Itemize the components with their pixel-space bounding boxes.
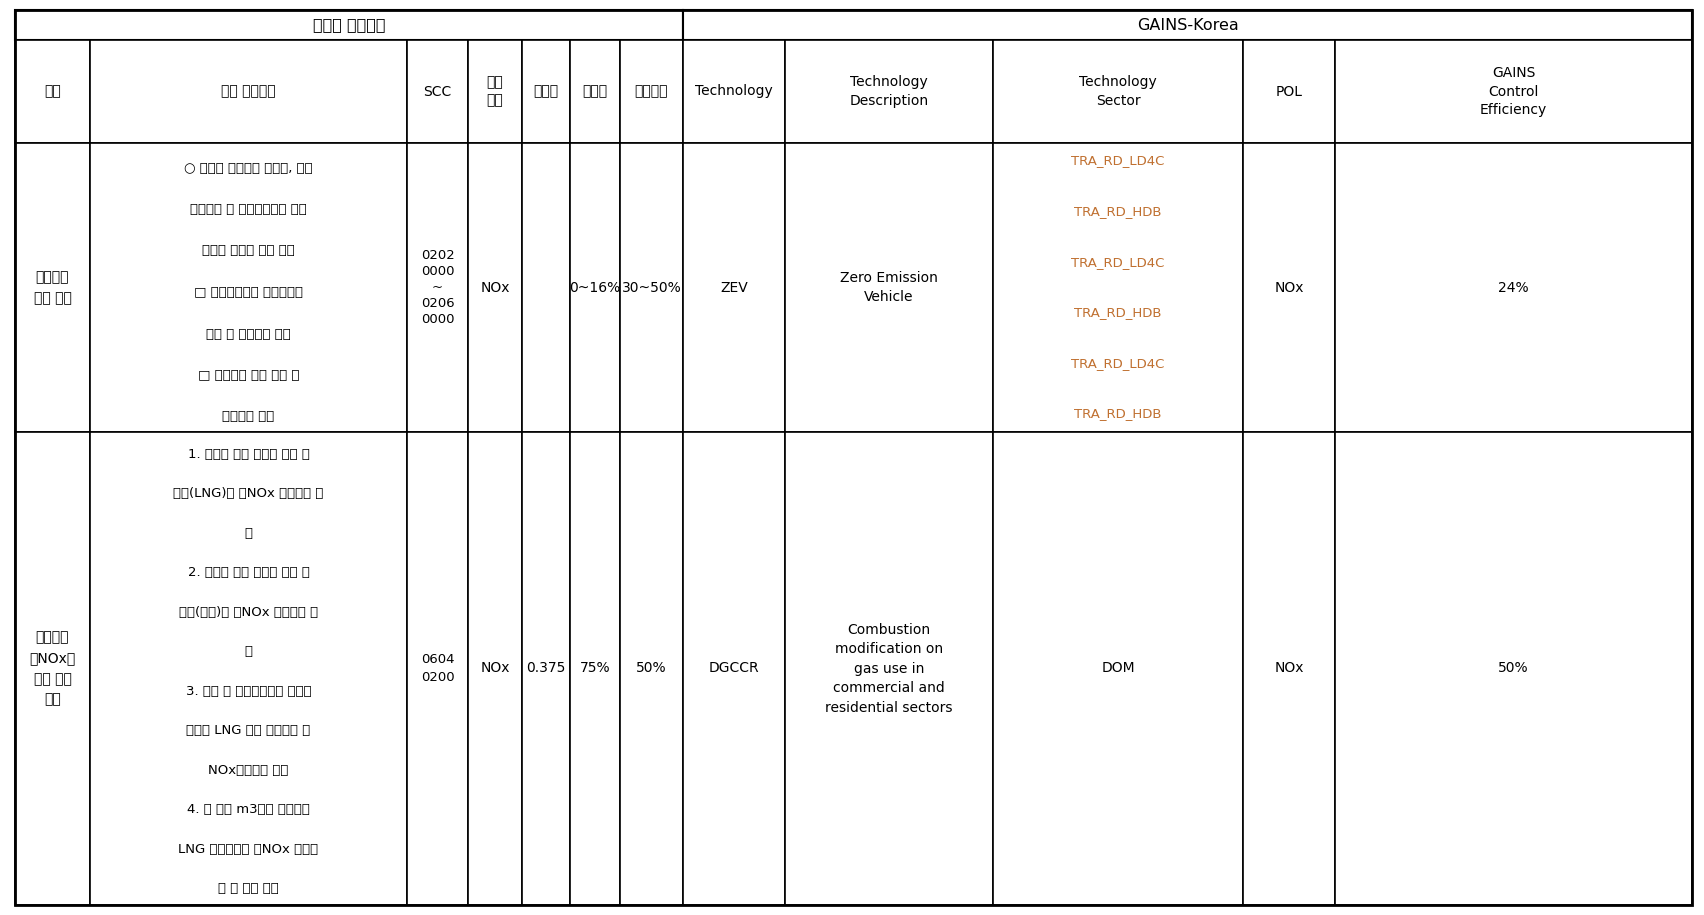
Bar	[683, 143, 786, 432]
Text: 50%: 50%	[1498, 662, 1528, 675]
Text: LNG 가스보일러 저NOx 보일러: LNG 가스보일러 저NOx 보일러	[179, 843, 319, 856]
Text: 4. 연 백만 m3이상 사용하는: 4. 연 백만 m3이상 사용하는	[187, 803, 310, 816]
Text: NOx보일러로 교체: NOx보일러로 교체	[208, 764, 288, 777]
Text: Zero Emission
Vehicle: Zero Emission Vehicle	[840, 271, 937, 305]
Bar	[521, 143, 571, 432]
Bar	[521, 40, 571, 143]
Text: 2. 수도권 지역 주택의 일반 보: 2. 수도권 지역 주택의 일반 보	[187, 566, 310, 579]
Text: 브리드차 등 대기오염물질 무배: 브리드차 등 대기오염물질 무배	[191, 203, 307, 216]
Bar	[993, 40, 1242, 143]
Bar	[407, 432, 469, 905]
Text: 50%: 50%	[636, 662, 666, 675]
Text: Combustion
modification on
gas use in
commercial and
residential sectors: Combustion modification on gas use in co…	[825, 622, 953, 715]
Bar	[1334, 143, 1692, 432]
Text: TRA_RD_LD4C: TRA_RD_LD4C	[1072, 357, 1166, 370]
Text: 인센티브 확대: 인센티브 확대	[223, 411, 274, 424]
Text: TRA_RD_LD4C: TRA_RD_LD4C	[1072, 255, 1166, 269]
Text: 0.375: 0.375	[527, 662, 566, 675]
Text: 화 및 관리 강화: 화 및 관리 강화	[218, 882, 279, 896]
Text: 수도권 저감정책: 수도권 저감정책	[314, 17, 385, 33]
Bar	[15, 143, 90, 432]
Bar	[15, 432, 90, 905]
Text: GAINS-Korea: GAINS-Korea	[1137, 17, 1239, 33]
Text: TRA_RD_HDB: TRA_RD_HDB	[1074, 307, 1162, 319]
Text: NOx: NOx	[481, 662, 509, 675]
Bar	[683, 10, 1692, 40]
Text: 24%: 24%	[1498, 281, 1528, 295]
Text: 방지효율: 방지효율	[636, 84, 668, 99]
Text: Technology
Sector: Technology Sector	[1079, 75, 1157, 108]
Text: DOM: DOM	[1101, 662, 1135, 675]
Bar	[993, 143, 1242, 432]
Text: □ 친환경차 보급 지원 및: □ 친환경차 보급 지원 및	[198, 369, 300, 382]
Bar	[571, 40, 620, 143]
Text: 일러(LNG)를 저NOx 보일러로 교: 일러(LNG)를 저NOx 보일러로 교	[174, 487, 324, 500]
Text: 1. 수도권 지역 주택의 일반 보: 1. 수도권 지역 주택의 일반 보	[187, 447, 310, 460]
Text: Technology
Description: Technology Description	[849, 75, 929, 108]
Text: 체: 체	[244, 527, 252, 540]
Text: 친환경자
동차 보급: 친환경자 동차 보급	[34, 270, 72, 305]
Text: POL: POL	[1276, 84, 1302, 99]
Bar	[683, 432, 786, 905]
Text: 일러(유류)를 저NOx 보일러로 교: 일러(유류)를 저NOx 보일러로 교	[179, 606, 319, 619]
Bar	[786, 432, 993, 905]
Bar	[1334, 40, 1692, 143]
Text: NOx: NOx	[1275, 281, 1304, 295]
Bar	[786, 40, 993, 143]
Bar	[993, 432, 1242, 905]
Text: 중소형 LNG 가스 보일러를 저: 중소형 LNG 가스 보일러를 저	[186, 725, 310, 737]
Bar	[1242, 143, 1334, 432]
Bar	[15, 40, 90, 143]
Text: 3. 상업 및 공공기관시설 부문의: 3. 상업 및 공공기관시설 부문의	[186, 684, 312, 698]
Text: NOx: NOx	[1275, 662, 1304, 675]
Text: SCC: SCC	[423, 84, 452, 99]
Bar	[620, 432, 683, 905]
Bar	[90, 40, 407, 143]
Bar	[1334, 432, 1692, 905]
Text: 상향 및 대상기관 확대: 상향 및 대상기관 확대	[206, 328, 291, 340]
Bar	[469, 40, 521, 143]
Bar	[469, 432, 521, 905]
Bar	[521, 432, 571, 905]
Text: DGCCR: DGCCR	[709, 662, 760, 675]
Text: NOx: NOx	[481, 281, 509, 295]
Text: 체: 체	[244, 645, 252, 658]
Bar	[786, 143, 993, 432]
Text: 오염
물질: 오염 물질	[487, 75, 503, 108]
Text: TRA_RD_HDB: TRA_RD_HDB	[1074, 205, 1162, 218]
Bar	[571, 143, 620, 432]
Bar	[1242, 432, 1334, 905]
Bar	[90, 432, 407, 905]
Text: Technology: Technology	[695, 84, 774, 99]
Bar	[90, 143, 407, 432]
Bar	[407, 143, 469, 432]
Text: 면오염원
저NOx보
일러 설치
확대: 면오염원 저NOx보 일러 설치 확대	[29, 630, 75, 706]
Text: 정책: 정책	[44, 84, 61, 99]
Text: GAINS
Control
Efficiency: GAINS Control Efficiency	[1479, 66, 1547, 117]
Bar	[1242, 40, 1334, 143]
Text: 정책 요약정보: 정책 요약정보	[222, 84, 276, 99]
Text: 0~16%: 0~16%	[569, 281, 620, 295]
Text: 0604
0200: 0604 0200	[421, 653, 455, 684]
Bar	[407, 40, 469, 143]
Text: 보급율: 보급율	[583, 84, 608, 99]
Text: 0202
0000
~
0206
0000: 0202 0000 ~ 0206 0000	[421, 249, 455, 326]
Text: TRA_RD_HDB: TRA_RD_HDB	[1074, 407, 1162, 421]
Bar	[620, 143, 683, 432]
Text: □ 저공해자동차 의무구매율: □ 저공해자동차 의무구매율	[194, 286, 303, 299]
Bar	[683, 40, 786, 143]
Bar	[620, 40, 683, 143]
Bar	[469, 143, 521, 432]
Bar	[571, 432, 620, 905]
Text: 75%: 75%	[579, 662, 610, 675]
Text: 30~50%: 30~50%	[622, 281, 682, 295]
Text: 출차량 중심의 판매 유도: 출차량 중심의 판매 유도	[203, 244, 295, 257]
Text: ○ 자동차 제작사에 전기차, 하이: ○ 자동차 제작사에 전기차, 하이	[184, 162, 314, 175]
Text: 삭감율: 삭감율	[533, 84, 559, 99]
Bar	[15, 10, 683, 40]
Text: TRA_RD_LD4C: TRA_RD_LD4C	[1072, 155, 1166, 167]
Text: ZEV: ZEV	[721, 281, 748, 295]
